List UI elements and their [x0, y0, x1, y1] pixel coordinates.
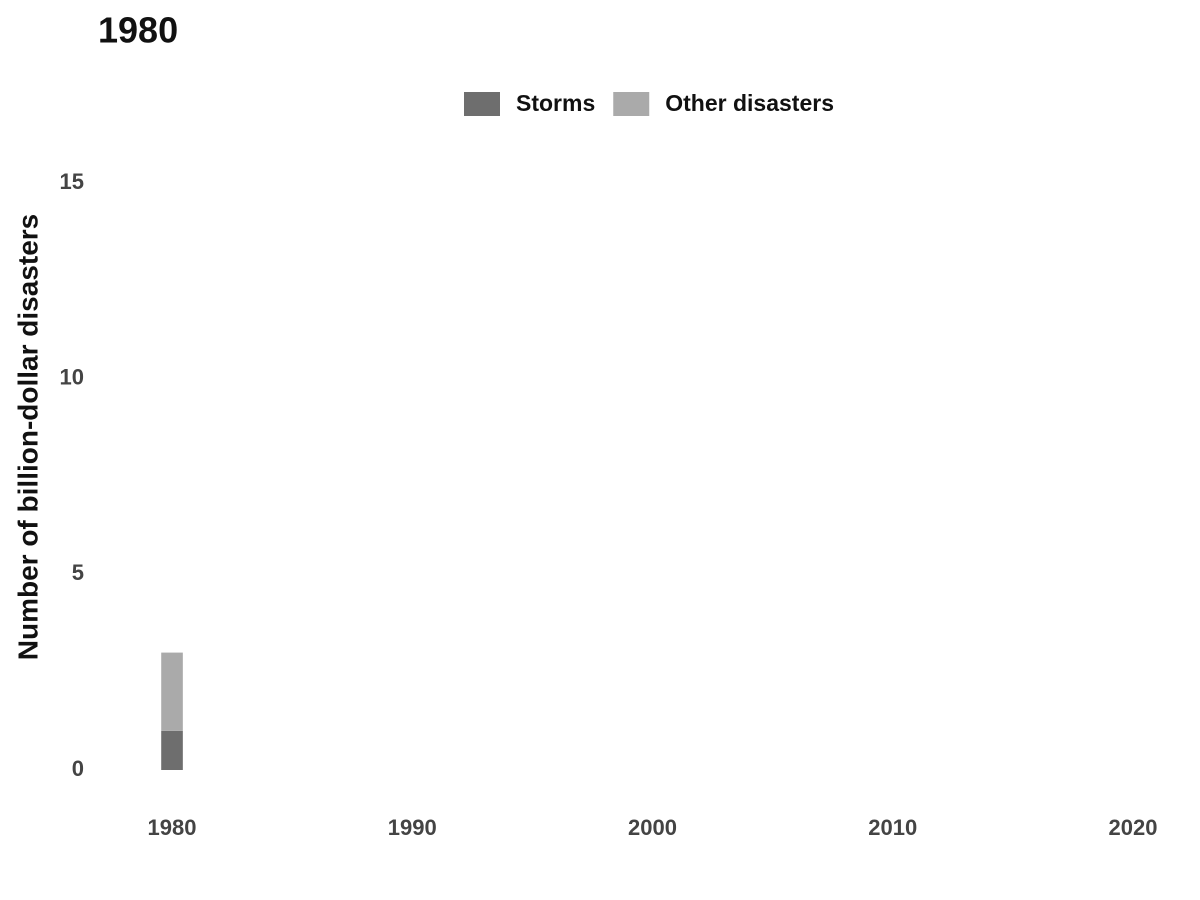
- x-tick-label: 2000: [628, 815, 677, 840]
- y-tick-label: 0: [72, 756, 84, 781]
- bar-segment: [161, 652, 183, 731]
- bar-segment: [161, 730, 183, 770]
- y-axis-label: Number of billion-dollar disasters: [12, 214, 43, 661]
- legend-swatch: [464, 92, 500, 116]
- y-tick-label: 5: [72, 560, 84, 585]
- legend-label: Other disasters: [665, 90, 834, 116]
- x-tick-label: 1980: [148, 815, 197, 840]
- legend: Storms Other disasters: [464, 90, 834, 116]
- x-tick-label: 2020: [1108, 815, 1157, 840]
- x-tick-label: 1990: [388, 815, 437, 840]
- legend-swatch: [613, 92, 650, 116]
- y-tick-label: 15: [60, 169, 84, 194]
- chart-title: 1980: [98, 10, 178, 51]
- y-tick-label: 10: [60, 364, 84, 389]
- legend-label: Storms: [516, 90, 595, 116]
- x-tick-label: 2010: [868, 815, 917, 840]
